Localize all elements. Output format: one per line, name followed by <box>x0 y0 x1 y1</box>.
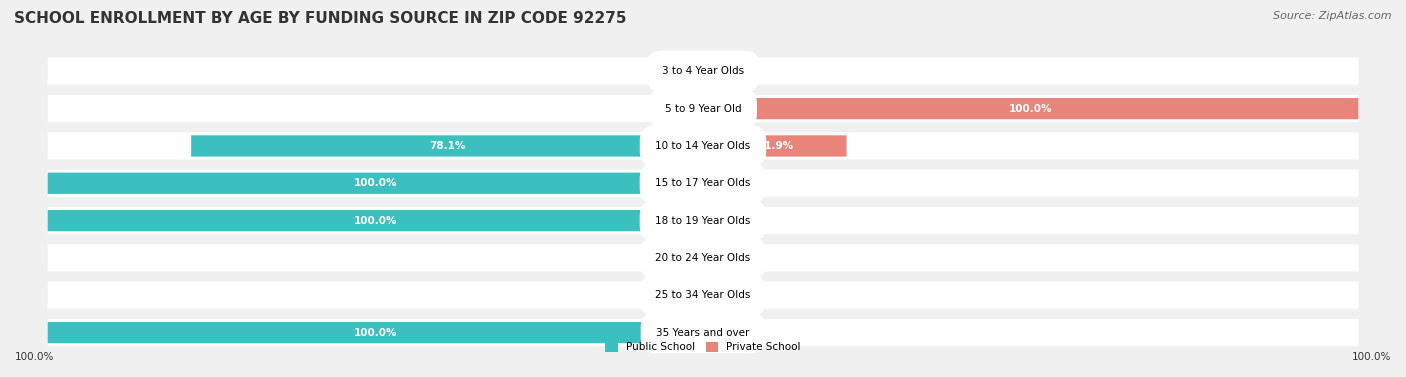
FancyBboxPatch shape <box>703 285 725 306</box>
Text: 15 to 17 Year Olds: 15 to 17 Year Olds <box>655 178 751 188</box>
FancyBboxPatch shape <box>48 170 1358 197</box>
Text: 25 to 34 Year Olds: 25 to 34 Year Olds <box>655 290 751 300</box>
Text: 0.0%: 0.0% <box>730 253 755 263</box>
Text: 0.0%: 0.0% <box>730 290 755 300</box>
FancyBboxPatch shape <box>681 98 703 119</box>
FancyBboxPatch shape <box>48 207 1358 234</box>
Text: 0.0%: 0.0% <box>651 290 676 300</box>
Text: 100.0%: 100.0% <box>1351 352 1391 362</box>
FancyBboxPatch shape <box>48 58 1358 85</box>
Text: 0.0%: 0.0% <box>651 253 676 263</box>
FancyBboxPatch shape <box>703 135 846 156</box>
FancyBboxPatch shape <box>48 244 1358 271</box>
FancyBboxPatch shape <box>703 322 725 343</box>
FancyBboxPatch shape <box>48 319 1358 346</box>
FancyBboxPatch shape <box>703 247 725 268</box>
FancyBboxPatch shape <box>703 210 725 231</box>
FancyBboxPatch shape <box>48 95 1358 122</box>
FancyBboxPatch shape <box>703 173 725 194</box>
FancyBboxPatch shape <box>703 98 1358 119</box>
FancyBboxPatch shape <box>681 61 703 82</box>
Text: 3 to 4 Year Olds: 3 to 4 Year Olds <box>662 66 744 76</box>
Text: 0.0%: 0.0% <box>730 328 755 337</box>
Text: 0.0%: 0.0% <box>730 216 755 225</box>
Text: SCHOOL ENROLLMENT BY AGE BY FUNDING SOURCE IN ZIP CODE 92275: SCHOOL ENROLLMENT BY AGE BY FUNDING SOUR… <box>14 11 627 26</box>
FancyBboxPatch shape <box>191 135 703 156</box>
FancyBboxPatch shape <box>703 61 725 82</box>
Text: 0.0%: 0.0% <box>730 66 755 76</box>
FancyBboxPatch shape <box>48 282 1358 309</box>
Text: 78.1%: 78.1% <box>429 141 465 151</box>
Text: 100.0%: 100.0% <box>15 352 55 362</box>
FancyBboxPatch shape <box>681 247 703 268</box>
Text: 21.9%: 21.9% <box>756 141 793 151</box>
Text: 100.0%: 100.0% <box>354 178 396 188</box>
FancyBboxPatch shape <box>48 210 703 231</box>
Text: 20 to 24 Year Olds: 20 to 24 Year Olds <box>655 253 751 263</box>
FancyBboxPatch shape <box>48 132 1358 159</box>
Text: 10 to 14 Year Olds: 10 to 14 Year Olds <box>655 141 751 151</box>
Text: Source: ZipAtlas.com: Source: ZipAtlas.com <box>1274 11 1392 21</box>
Text: 0.0%: 0.0% <box>730 178 755 188</box>
Legend: Public School, Private School: Public School, Private School <box>600 338 806 357</box>
Text: 100.0%: 100.0% <box>354 216 396 225</box>
Text: 18 to 19 Year Olds: 18 to 19 Year Olds <box>655 216 751 225</box>
Text: 35 Years and over: 35 Years and over <box>657 328 749 337</box>
FancyBboxPatch shape <box>48 322 703 343</box>
FancyBboxPatch shape <box>681 285 703 306</box>
Text: 0.0%: 0.0% <box>651 66 676 76</box>
Text: 100.0%: 100.0% <box>354 328 396 337</box>
Text: 0.0%: 0.0% <box>651 104 676 113</box>
FancyBboxPatch shape <box>48 173 703 194</box>
Text: 5 to 9 Year Old: 5 to 9 Year Old <box>665 104 741 113</box>
Text: 100.0%: 100.0% <box>1010 104 1052 113</box>
